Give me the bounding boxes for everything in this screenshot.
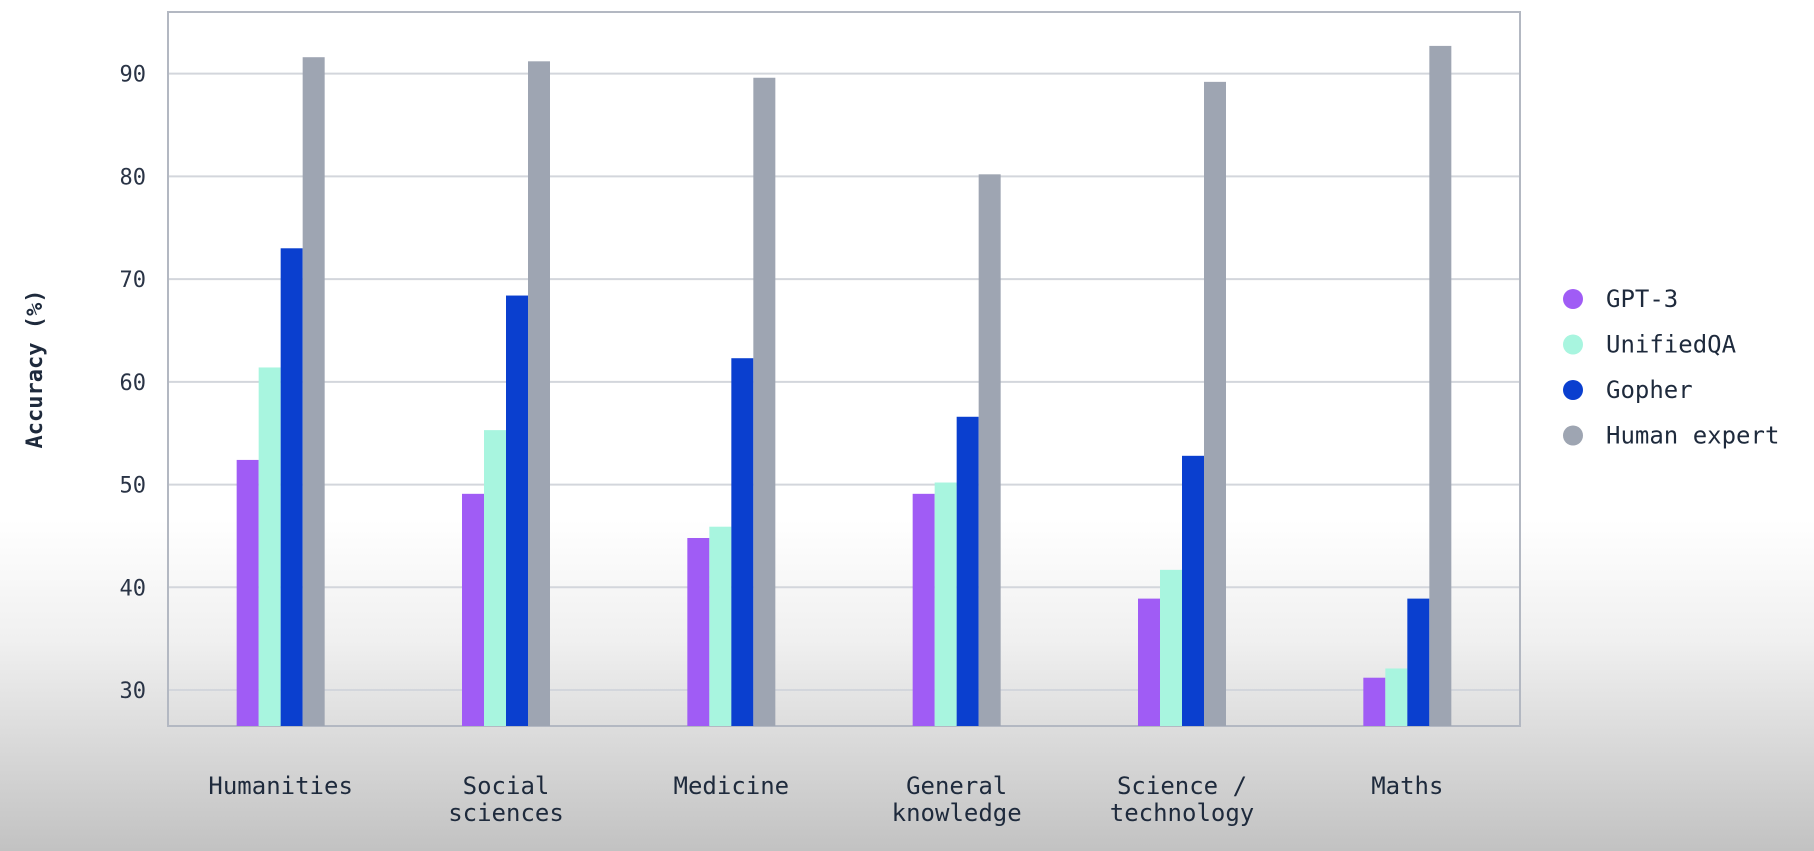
bar [912,493,935,726]
bar [753,77,776,727]
bar [687,537,710,726]
x-tick-label: Humanities [208,772,353,800]
x-tick-label: Medicine [674,772,790,800]
bar [731,358,754,726]
bar [1182,455,1204,726]
bar [302,57,325,726]
y-tick-label: 90 [120,63,147,88]
x-axis-category-labels: Humanities Social sciences Medicine General k… [208,772,1443,827]
bar [1160,569,1182,726]
x-tick-label: General knowledge [892,772,1022,827]
plot-frame [167,11,1521,727]
bar [1138,598,1160,726]
bar [1385,668,1408,726]
bar [709,526,732,726]
y-tick-label: 80 [120,165,147,190]
legend-label: UnifiedQA [1606,331,1737,359]
bar [1407,598,1430,726]
bar [1429,45,1452,726]
y-axis-label: Accuracy (%) [23,290,48,449]
bar [956,416,979,726]
bar [528,61,550,726]
legend-marker [1563,425,1583,446]
legend: GPT-3 UnifiedQA Gopher Human expert [1563,285,1779,450]
legend-label: Gopher [1606,376,1693,404]
bar [236,459,259,726]
bar [258,367,281,726]
bar [484,430,506,726]
y-axis-ticks: 30 40 50 60 70 80 90 [120,63,147,704]
bar [462,493,484,726]
bar [1204,81,1226,726]
y-tick-label: 70 [120,268,147,293]
bar [280,248,303,726]
bar [978,174,1001,726]
legend-marker [1563,289,1583,309]
bars [236,45,1452,727]
legend-marker [1563,334,1583,355]
x-tick-label: Social sciences [448,772,564,827]
legend-label: GPT-3 [1606,285,1678,313]
y-tick-label: 30 [120,679,147,704]
grid-lines [168,72,1520,692]
y-tick-label: 50 [120,474,147,499]
y-tick-label: 60 [120,371,147,396]
legend-marker [1563,380,1583,400]
y-tick-label: 40 [120,576,147,601]
x-tick-label: Maths [1371,772,1443,800]
x-tick-label: Science / technology [1110,772,1255,827]
bar [934,482,957,726]
bar [506,295,528,726]
legend-label: Human expert [1606,422,1779,450]
bar [1363,677,1386,726]
